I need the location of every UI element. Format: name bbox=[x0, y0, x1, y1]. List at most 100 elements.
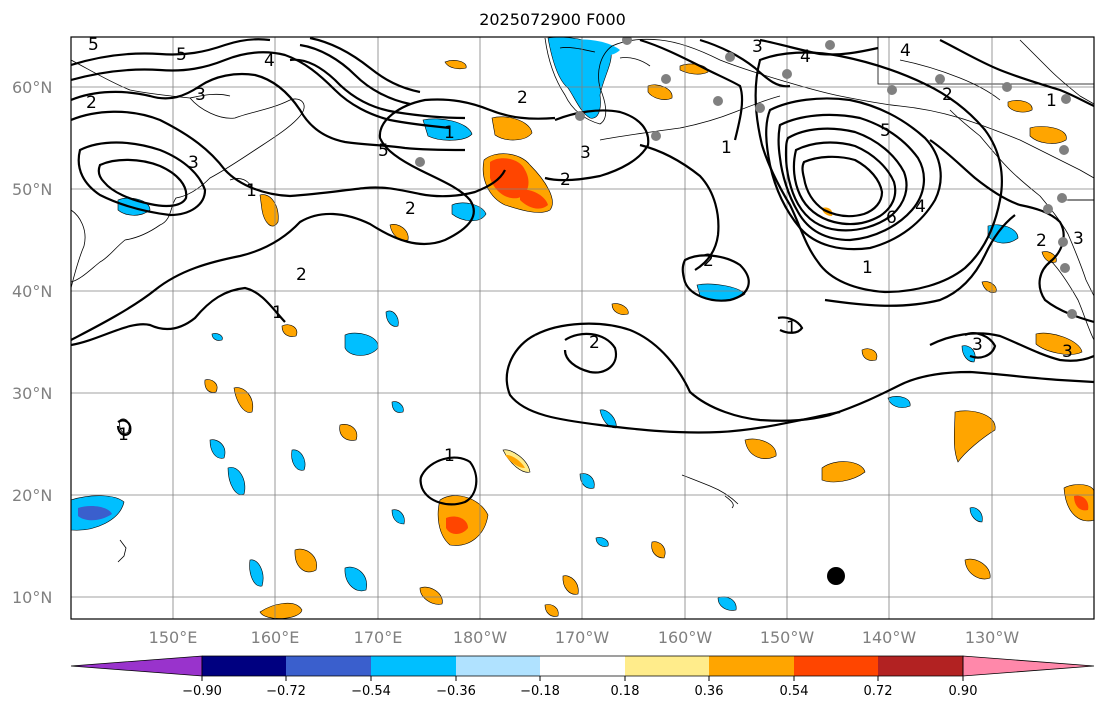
contour-north-east bbox=[639, 38, 744, 141]
contour-value-labels: 1 1 1 1 1 1 1 1 1 2 2 2 2 2 2 2 2 2 3 3 … bbox=[86, 35, 1084, 466]
colorbar-segment bbox=[371, 656, 456, 676]
shade-blue bbox=[572, 39, 620, 56]
shade-orange bbox=[1035, 332, 1083, 355]
shade-orange bbox=[259, 194, 279, 227]
figure-title: 2025072900 F000 bbox=[479, 10, 626, 29]
contour-west-6 bbox=[309, 37, 421, 94]
shade-blue bbox=[385, 310, 399, 327]
contour-label: 3 bbox=[972, 335, 983, 355]
contour-3-se bbox=[929, 332, 1094, 362]
shade-orange bbox=[233, 387, 254, 413]
contour-label: 2 bbox=[405, 199, 416, 219]
shade-blue bbox=[579, 473, 595, 489]
shade-orange bbox=[419, 586, 443, 605]
colorbar-segment bbox=[202, 656, 286, 676]
contour-1-tiny bbox=[116, 419, 132, 436]
shade-blue bbox=[78, 506, 112, 521]
contour-west-loop2 bbox=[97, 158, 188, 208]
colorbar-left-extension bbox=[70, 655, 203, 677]
shade-blue bbox=[595, 537, 609, 547]
contour-3-se2 bbox=[964, 332, 997, 359]
contour-label: 1 bbox=[786, 318, 797, 338]
contour-1-mini bbox=[777, 316, 804, 334]
lat-label: 10°N bbox=[12, 588, 53, 607]
colorbar-segment bbox=[456, 656, 540, 676]
contour-label: 2 bbox=[517, 88, 528, 108]
contour-label: 4 bbox=[264, 51, 275, 71]
shade-orange bbox=[953, 410, 996, 463]
contour-label: 6 bbox=[886, 208, 897, 228]
shade-blue bbox=[451, 202, 487, 222]
shade-orange bbox=[339, 424, 358, 441]
contour-label: 4 bbox=[900, 41, 911, 61]
shade-red bbox=[1074, 495, 1089, 511]
contour-label: 2 bbox=[86, 93, 97, 113]
lat-label: 20°N bbox=[12, 486, 53, 505]
contour-2-small-loop bbox=[681, 254, 750, 302]
shade-orange bbox=[491, 116, 533, 141]
contour-label: 1 bbox=[862, 258, 873, 278]
contour-right-3 bbox=[939, 39, 1094, 108]
station-marker bbox=[1043, 204, 1053, 214]
shade-orange bbox=[204, 379, 218, 393]
contour-2-loop bbox=[563, 332, 618, 374]
colorbar-tick-label: 0.54 bbox=[779, 684, 809, 699]
lat-label: 60°N bbox=[12, 78, 53, 97]
station-marker bbox=[651, 131, 661, 141]
shade-orange bbox=[544, 604, 559, 617]
contour-label: 5 bbox=[880, 121, 891, 141]
station-marker bbox=[755, 103, 765, 113]
coastlines bbox=[71, 37, 1094, 563]
contour-1-large-loop bbox=[505, 334, 841, 434]
contour-west-5 bbox=[299, 43, 411, 106]
graticule bbox=[71, 37, 1094, 619]
shade-orange bbox=[744, 438, 777, 459]
lat-label: 40°N bbox=[12, 282, 53, 301]
shade-blue bbox=[211, 333, 223, 341]
shade-orange bbox=[294, 548, 317, 573]
shade-orange bbox=[647, 84, 673, 100]
shade-orange bbox=[562, 575, 579, 595]
contour-west-2 bbox=[71, 51, 451, 130]
colorbar-segment bbox=[540, 656, 625, 676]
station-marker bbox=[1057, 193, 1067, 203]
contour-label: 5 bbox=[88, 35, 99, 55]
contour-label: 1 bbox=[246, 181, 257, 201]
station-markers bbox=[415, 37, 1077, 319]
shade-orange bbox=[981, 281, 997, 293]
colorbar-segment bbox=[794, 656, 878, 676]
contour-ne-3 bbox=[759, 38, 879, 56]
lon-label: 170°W bbox=[554, 628, 610, 647]
station-marker bbox=[1060, 263, 1070, 273]
station-marker bbox=[725, 52, 735, 62]
colorbar bbox=[70, 655, 1095, 681]
station-marker bbox=[935, 74, 945, 84]
contour-label: 3 bbox=[188, 153, 199, 173]
shade-blue bbox=[887, 396, 911, 408]
shade-blue bbox=[969, 507, 983, 523]
station-marker bbox=[661, 74, 671, 84]
shade-orange bbox=[1029, 126, 1067, 144]
shade-blue bbox=[422, 118, 473, 141]
colorbar-tick-label: −0.18 bbox=[520, 684, 560, 699]
contour-west-1 bbox=[71, 72, 466, 152]
lon-label: 150°E bbox=[148, 628, 198, 647]
lon-label: 150°W bbox=[759, 628, 815, 647]
contour-label: 5 bbox=[176, 45, 187, 65]
colorbar-tick-label: 0.36 bbox=[694, 684, 724, 699]
shade-orange bbox=[505, 454, 525, 468]
contour-lines bbox=[71, 37, 1094, 506]
contour-label: 2 bbox=[1036, 231, 1047, 251]
colorbar-tick-label: −0.36 bbox=[436, 684, 476, 699]
contour-label: 1 bbox=[721, 138, 732, 158]
shade-orange bbox=[1007, 100, 1033, 113]
lon-label: 130°W bbox=[964, 628, 1020, 647]
colorbar-tick-label: 0.18 bbox=[610, 684, 640, 699]
contour-right-2 bbox=[824, 214, 1016, 307]
lon-label: 160°E bbox=[250, 628, 300, 647]
contour-west-4 bbox=[289, 58, 466, 120]
contour-label: 3 bbox=[580, 143, 591, 163]
colorbar-tick-label: 0.72 bbox=[863, 684, 893, 699]
colorbar-segment bbox=[625, 656, 709, 676]
